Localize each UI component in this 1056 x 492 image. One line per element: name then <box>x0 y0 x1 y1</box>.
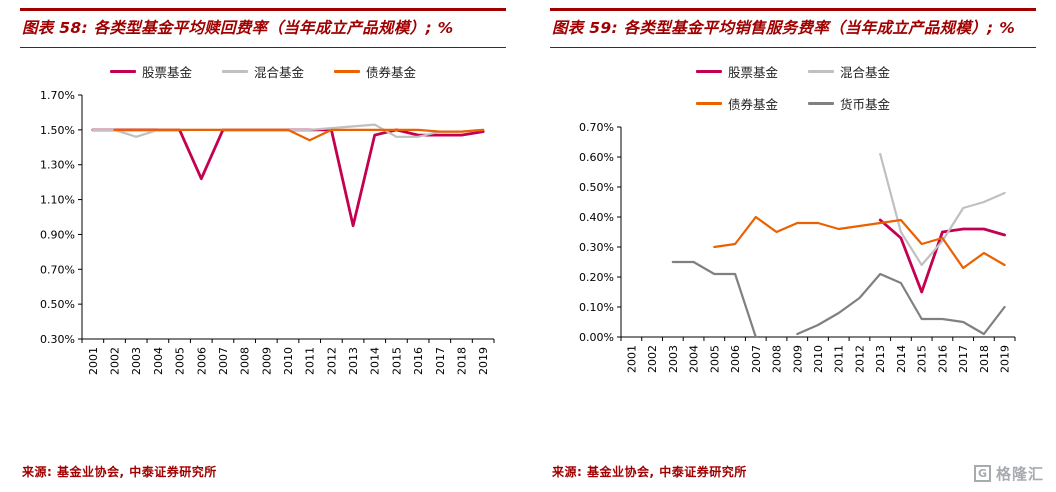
svg-text:2005: 2005 <box>708 345 721 373</box>
chart-58-source: 来源: 基金业协会, 中泰证券研究所 <box>22 465 217 479</box>
svg-text:0.70%: 0.70% <box>40 263 75 276</box>
svg-text:2013: 2013 <box>347 347 360 375</box>
svg-text:1.30%: 1.30% <box>40 159 75 172</box>
legend-label: 混合基金 <box>253 65 304 81</box>
svg-text:2019: 2019 <box>999 345 1012 373</box>
svg-text:0.60%: 0.60% <box>579 151 614 164</box>
svg-text:2003: 2003 <box>667 345 680 373</box>
gelonghui-logo-icon: G <box>973 465 991 482</box>
legend-line-swatch <box>334 70 360 74</box>
legend-item: 混合基金 <box>808 62 890 81</box>
svg-text:0.50%: 0.50% <box>579 181 614 194</box>
chart-59-title: 图表 59: 各类型基金平均销售服务费率（当年成立产品规模）; % <box>550 8 1036 49</box>
legend-line-swatch <box>808 102 834 106</box>
legend-line-swatch <box>695 102 722 106</box>
legend-item: 股票基金 <box>695 62 778 81</box>
svg-text:2009: 2009 <box>791 345 804 373</box>
svg-text:0.90%: 0.90% <box>40 228 75 241</box>
svg-text:2015: 2015 <box>390 347 403 375</box>
svg-text:2009: 2009 <box>260 347 273 375</box>
svg-text:2005: 2005 <box>174 347 187 375</box>
svg-text:2012: 2012 <box>853 345 866 373</box>
svg-text:2011: 2011 <box>304 347 317 375</box>
legend-label: 债券基金 <box>366 65 417 81</box>
svg-text:0.30%: 0.30% <box>579 241 614 254</box>
chart-59-source: 来源: 基金业协会, 中泰证券研究所 <box>552 465 747 479</box>
svg-text:2019: 2019 <box>477 347 490 375</box>
svg-text:2018: 2018 <box>455 347 468 375</box>
chart-58-panel: 图表 58: 各类型基金平均赎回费率（当年成立产品规模）; % 股票基金 混合基金… <box>20 8 506 486</box>
legend-line-swatch <box>109 70 136 74</box>
svg-text:0.50%: 0.50% <box>40 298 75 311</box>
chart-59-area: 股票基金 混合基金债券基金 货币基金 0.00% 0.10% 0.20% 0.30% 0.4… <box>550 48 1036 461</box>
svg-text:0.00%: 0.00% <box>579 331 614 344</box>
svg-text:1.50%: 1.50% <box>40 124 75 137</box>
svg-text:2002: 2002 <box>646 345 659 373</box>
svg-text:2010: 2010 <box>812 345 825 373</box>
svg-text:2006: 2006 <box>729 345 742 373</box>
svg-text:2007: 2007 <box>750 345 763 373</box>
legend-item: 债券基金 <box>695 94 778 113</box>
legend-item: 混合基金 <box>221 62 304 81</box>
svg-text:2006: 2006 <box>195 347 208 375</box>
legend-label: 债券基金 <box>727 97 778 113</box>
svg-text:1.10%: 1.10% <box>40 194 75 207</box>
svg-text:2007: 2007 <box>217 347 230 375</box>
legend-item: 股票基金 <box>109 62 192 81</box>
legend-item: 债券基金 <box>334 62 416 81</box>
svg-text:2004: 2004 <box>152 347 165 375</box>
chart-58-title: 图表 58: 各类型基金平均赎回费率（当年成立产品规模）; % <box>20 8 506 49</box>
legend-label: 股票基金 <box>727 65 778 81</box>
svg-text:2001: 2001 <box>625 345 638 373</box>
svg-text:2016: 2016 <box>412 347 425 375</box>
svg-text:2014: 2014 <box>895 345 908 373</box>
legend-line-swatch <box>808 70 834 74</box>
svg-text:2003: 2003 <box>130 347 143 375</box>
svg-text:2011: 2011 <box>833 345 846 373</box>
svg-text:0.10%: 0.10% <box>579 301 614 314</box>
chart-59-legend: 股票基金 混合基金债券基金 货币基金 <box>653 62 933 113</box>
svg-text:2013: 2013 <box>874 345 887 373</box>
svg-text:2008: 2008 <box>239 347 252 375</box>
svg-text:2017: 2017 <box>434 347 447 375</box>
svg-text:2015: 2015 <box>916 345 929 373</box>
gelonghui-watermark: G 格隆汇 <box>973 463 1044 484</box>
svg-text:2008: 2008 <box>771 345 784 373</box>
chart-59-panel: 图表 59: 各类型基金平均销售服务费率（当年成立产品规模）; % 股票基金 混合… <box>550 8 1036 486</box>
legend-line-swatch <box>695 70 722 74</box>
svg-text:2018: 2018 <box>978 345 991 373</box>
chart-59-plot: 0.00% 0.10% 0.20% 0.30% 0.40% 0.50% 0.60% 0.70%… <box>579 121 1016 373</box>
chart-58-area: 股票基金 混合基金 债券基金 0.30% 0.50% 0.70% 0.90% 1.10% 1.… <box>20 48 506 461</box>
legend-item: 货币基金 <box>808 94 890 113</box>
svg-text:2004: 2004 <box>688 345 701 373</box>
svg-text:2002: 2002 <box>109 347 122 375</box>
svg-text:2016: 2016 <box>936 345 949 373</box>
svg-text:0.70%: 0.70% <box>579 121 614 134</box>
legend-label: 货币基金 <box>840 97 891 113</box>
gelonghui-brand-text: 格隆汇 <box>995 465 1044 483</box>
svg-text:2017: 2017 <box>957 345 970 373</box>
svg-text:1.70%: 1.70% <box>40 89 75 102</box>
svg-text:0.30%: 0.30% <box>40 333 75 346</box>
svg-text:0.20%: 0.20% <box>579 271 614 284</box>
chart-58-plot: 0.30% 0.50% 0.70% 0.90% 1.10% 1.30% 1.50% 1.70%… <box>40 89 495 375</box>
svg-text:2012: 2012 <box>325 347 338 375</box>
legend-label: 股票基金 <box>141 65 192 81</box>
chart-58-legend: 股票基金 混合基金 债券基金 <box>20 62 506 81</box>
svg-text:2001: 2001 <box>87 347 100 375</box>
svg-text:0.40%: 0.40% <box>579 211 614 224</box>
svg-text:2010: 2010 <box>282 347 295 375</box>
legend-label: 混合基金 <box>840 65 891 81</box>
svg-text:2014: 2014 <box>369 347 382 375</box>
legend-line-swatch <box>221 70 248 74</box>
